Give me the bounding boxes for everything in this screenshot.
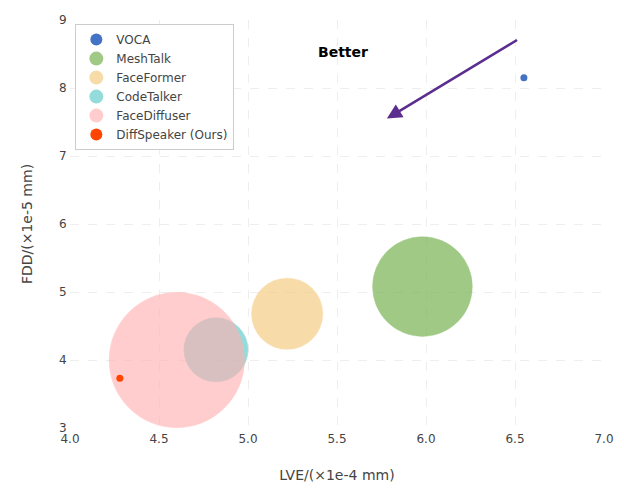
- svg-text:4.5: 4.5: [149, 432, 168, 446]
- svg-text:FaceFormer: FaceFormer: [116, 71, 186, 85]
- svg-text:7: 7: [59, 149, 67, 163]
- svg-text:6.5: 6.5: [505, 432, 524, 446]
- svg-text:9: 9: [59, 13, 67, 27]
- svg-text:CodeTalker: CodeTalker: [116, 90, 182, 104]
- svg-text:4.0: 4.0: [60, 432, 79, 446]
- svg-text:FaceDiffuser: FaceDiffuser: [116, 109, 190, 123]
- svg-text:4: 4: [59, 353, 67, 367]
- svg-text:7.0: 7.0: [594, 432, 613, 446]
- svg-text:MeshTalk: MeshTalk: [116, 52, 171, 66]
- svg-text:DiffSpeaker (Ours): DiffSpeaker (Ours): [116, 128, 227, 142]
- svg-text:6: 6: [59, 217, 67, 231]
- svg-text:5.0: 5.0: [238, 432, 257, 446]
- svg-text:5: 5: [59, 285, 67, 299]
- svg-text:6.0: 6.0: [416, 432, 435, 446]
- svg-text:5.5: 5.5: [327, 432, 346, 446]
- svg-text:VOCA: VOCA: [116, 33, 151, 47]
- svg-text:Better: Better: [318, 44, 368, 60]
- svg-text:3: 3: [59, 421, 67, 435]
- svg-text:FDD/(×1e-5 mm): FDD/(×1e-5 mm): [19, 164, 35, 284]
- svg-text:LVE/(×1e-4 mm): LVE/(×1e-4 mm): [279, 467, 394, 483]
- svg-text:8: 8: [59, 81, 67, 95]
